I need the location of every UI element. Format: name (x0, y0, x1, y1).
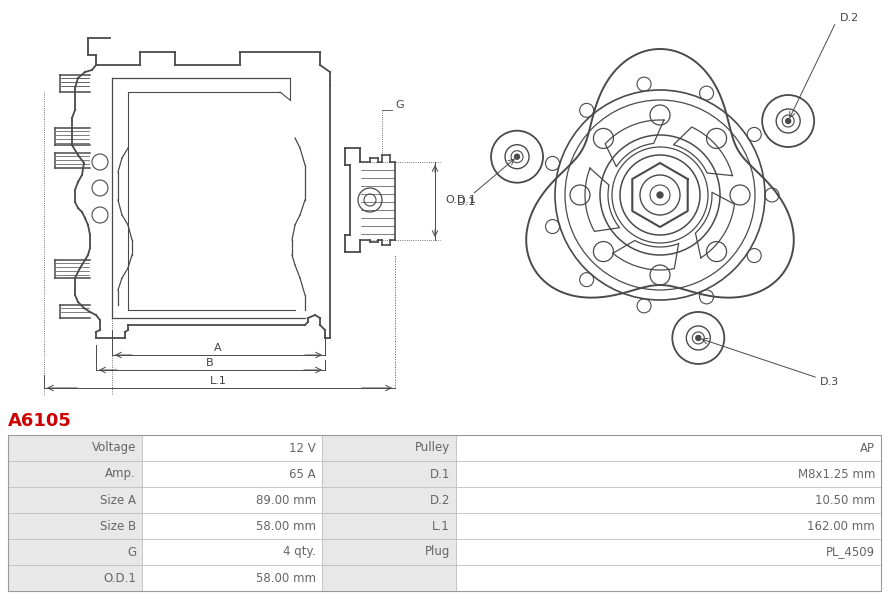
Text: 12 V: 12 V (289, 442, 316, 455)
Bar (8, 461, 142, 487)
Bar (142, 461, 322, 487)
Text: 65 A: 65 A (290, 467, 316, 480)
Bar (456, 513, 881, 539)
Circle shape (786, 119, 790, 123)
Text: Size B: Size B (100, 520, 136, 532)
Bar (322, 461, 456, 487)
Text: 58.00 mm: 58.00 mm (256, 572, 316, 585)
Text: D.1: D.1 (457, 197, 477, 207)
Text: G: G (395, 100, 404, 110)
Bar (456, 565, 881, 591)
Text: O.D.1: O.D.1 (445, 195, 476, 205)
Bar (456, 539, 881, 565)
Text: 10.50 mm: 10.50 mm (815, 493, 875, 507)
Bar (456, 435, 881, 461)
Text: 4 qty.: 4 qty. (284, 545, 316, 558)
Bar (322, 435, 456, 461)
Bar (8, 565, 142, 591)
Text: 58.00 mm: 58.00 mm (256, 520, 316, 532)
Text: D.2: D.2 (840, 13, 860, 23)
Bar (322, 487, 456, 513)
Text: PL_4509: PL_4509 (826, 545, 875, 558)
Bar (142, 487, 322, 513)
Bar (8, 513, 142, 539)
Text: 89.00 mm: 89.00 mm (256, 493, 316, 507)
Bar (322, 565, 456, 591)
Text: G: G (127, 545, 136, 558)
Bar (8, 435, 142, 461)
Circle shape (657, 192, 663, 198)
Bar (142, 565, 322, 591)
Bar (322, 513, 456, 539)
Bar (322, 539, 456, 565)
Circle shape (696, 336, 701, 340)
Text: Plug: Plug (425, 545, 450, 558)
Text: D.1: D.1 (429, 467, 450, 480)
Bar (456, 461, 881, 487)
Bar (456, 487, 881, 513)
Text: D.2: D.2 (429, 493, 450, 507)
Bar (142, 513, 322, 539)
Text: Voltage: Voltage (92, 442, 136, 455)
Bar (8, 487, 142, 513)
Text: AP: AP (860, 442, 875, 455)
Text: 162.00 mm: 162.00 mm (807, 520, 875, 532)
Bar (8, 435, 881, 591)
Text: Pulley: Pulley (415, 442, 450, 455)
Text: Size A: Size A (100, 493, 136, 507)
Text: D.3: D.3 (820, 377, 839, 387)
Text: Amp.: Amp. (105, 467, 136, 480)
Bar (142, 435, 322, 461)
Text: B: B (206, 358, 214, 368)
Bar (142, 539, 322, 565)
Text: O.D.1: O.D.1 (103, 572, 136, 585)
Text: A: A (214, 343, 222, 353)
Circle shape (515, 154, 519, 159)
Bar (8, 539, 142, 565)
Text: L.1: L.1 (432, 520, 450, 532)
Text: A6105: A6105 (8, 412, 72, 430)
Text: L.1: L.1 (210, 376, 227, 386)
Text: M8x1.25 mm: M8x1.25 mm (797, 467, 875, 480)
